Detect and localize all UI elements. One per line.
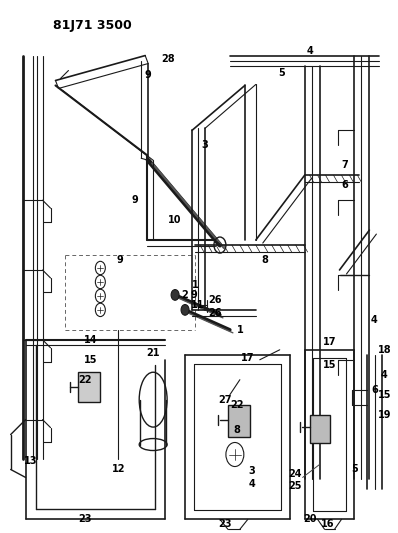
Text: 15: 15 [323, 360, 336, 370]
Text: 25: 25 [288, 481, 301, 491]
Text: 15: 15 [378, 390, 391, 400]
Text: 16: 16 [321, 519, 334, 529]
Text: 21: 21 [146, 348, 160, 358]
Bar [78, 372, 100, 402]
Text: 22: 22 [79, 375, 92, 385]
Text: 6: 6 [371, 385, 378, 394]
Text: 9: 9 [191, 290, 197, 300]
Text: 3: 3 [248, 466, 255, 477]
Bar [228, 405, 250, 437]
Text: 4: 4 [306, 45, 313, 55]
Text: 14: 14 [84, 335, 97, 345]
Circle shape [171, 289, 179, 300]
Text: 19: 19 [378, 410, 391, 419]
Text: 5: 5 [351, 464, 358, 474]
Text: 10: 10 [168, 215, 182, 225]
Text: 24: 24 [288, 470, 301, 480]
Text: 4: 4 [248, 479, 255, 489]
Text: 17: 17 [241, 353, 255, 363]
Text: 12: 12 [111, 464, 125, 474]
Text: 1: 1 [236, 325, 243, 335]
Text: 22: 22 [230, 400, 244, 410]
Text: 6: 6 [341, 180, 348, 190]
Text: 23: 23 [79, 514, 92, 524]
Bar [310, 415, 330, 442]
Text: 20: 20 [303, 514, 316, 524]
Text: 18: 18 [378, 345, 391, 355]
Text: 15: 15 [84, 355, 97, 365]
Text: 2: 2 [181, 290, 188, 300]
Text: 17: 17 [323, 337, 336, 347]
Circle shape [181, 304, 189, 315]
Text: 9: 9 [117, 255, 124, 265]
Text: 26: 26 [208, 295, 222, 305]
Text: 27: 27 [218, 394, 232, 405]
Text: 3: 3 [202, 140, 209, 150]
Text: 8: 8 [234, 425, 240, 434]
Text: 4: 4 [381, 370, 388, 379]
Text: 8: 8 [261, 255, 268, 265]
Text: 26: 26 [208, 308, 222, 318]
Text: 9: 9 [132, 195, 139, 205]
Text: 5: 5 [278, 68, 285, 77]
Text: 23: 23 [218, 519, 232, 529]
Text: 28: 28 [161, 53, 175, 63]
Text: 13: 13 [24, 456, 37, 466]
Text: 4: 4 [371, 315, 378, 325]
Text: 81J71 3500: 81J71 3500 [53, 19, 131, 31]
Text: 11: 11 [191, 300, 205, 310]
Text: 1: 1 [192, 280, 198, 290]
Text: 7: 7 [341, 160, 348, 170]
Text: 9: 9 [145, 70, 152, 80]
